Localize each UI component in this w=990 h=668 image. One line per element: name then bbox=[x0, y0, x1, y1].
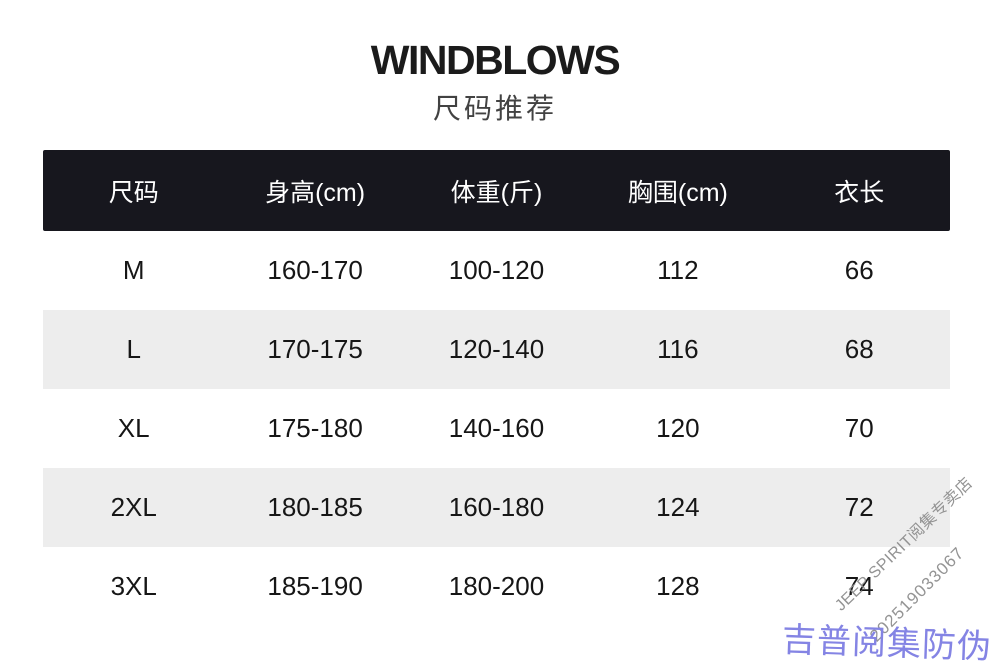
table-cell: 128 bbox=[656, 571, 700, 601]
header-cell-1: 身高(cm) bbox=[265, 178, 366, 207]
table-row: 2XL 180-185 160-180 124 72 bbox=[43, 468, 950, 547]
table-cell: 140-160 bbox=[448, 413, 545, 443]
table-cell: L bbox=[126, 334, 141, 364]
header-cell-4: 衣长 bbox=[834, 178, 885, 207]
table-cell: 185-190 bbox=[267, 571, 363, 601]
table-cell: 160-170 bbox=[267, 255, 363, 285]
table-cell: 72 bbox=[844, 492, 874, 522]
table-row: L 170-175 120-140 116 68 bbox=[43, 310, 950, 389]
table-cell: 175-180 bbox=[267, 413, 363, 443]
table-cell: 2XL bbox=[110, 492, 157, 522]
header-cell-0: 尺码 bbox=[108, 178, 159, 207]
size-recommendation-subtitle: 尺码推荐 bbox=[432, 93, 557, 124]
header-cell-3: 胸围(cm) bbox=[627, 178, 728, 207]
table-row: M 160-170 100-120 112 66 bbox=[43, 231, 950, 310]
table-cell: 124 bbox=[656, 492, 700, 522]
table-cell: 70 bbox=[844, 413, 874, 443]
size-table: 尺码 身高(cm) 体重(斤) 胸围(cm) 衣长 M 160-170 100-120 112… bbox=[43, 150, 950, 626]
table-cell: 3XL bbox=[110, 571, 157, 601]
table-cell: 100-120 bbox=[448, 255, 545, 285]
table-cell: 170-175 bbox=[267, 334, 363, 364]
table-row: XL 175-180 140-160 120 70 bbox=[43, 389, 950, 468]
table-cell: M bbox=[122, 255, 145, 285]
table-cell: 66 bbox=[844, 255, 874, 285]
table-row: 3XL 185-190 180-200 128 74 bbox=[43, 547, 950, 626]
table-cell: 160-180 bbox=[448, 492, 545, 522]
table-cell: 116 bbox=[657, 334, 699, 364]
brand-title: WINDBLOWS bbox=[370, 37, 621, 83]
anti-counterfeit-watermark: 吉普阅集防伪 bbox=[781, 621, 990, 667]
table-cell: 180-185 bbox=[267, 492, 363, 522]
table-cell: 120-140 bbox=[448, 334, 545, 364]
table-cell: 68 bbox=[844, 334, 874, 364]
header-cell-2: 体重(斤) bbox=[450, 178, 543, 207]
table-body: M 160-170 100-120 112 66 L 170-175 120-140 116 68… bbox=[43, 231, 950, 626]
table-cell: 112 bbox=[657, 255, 699, 285]
table-cell: 120 bbox=[656, 413, 700, 443]
table-cell: XL bbox=[117, 413, 150, 443]
table-header-row: 尺码 身高(cm) 体重(斤) 胸围(cm) 衣长 bbox=[43, 150, 950, 231]
table-cell: 74 bbox=[844, 571, 874, 601]
table-cell: 180-200 bbox=[448, 571, 545, 601]
